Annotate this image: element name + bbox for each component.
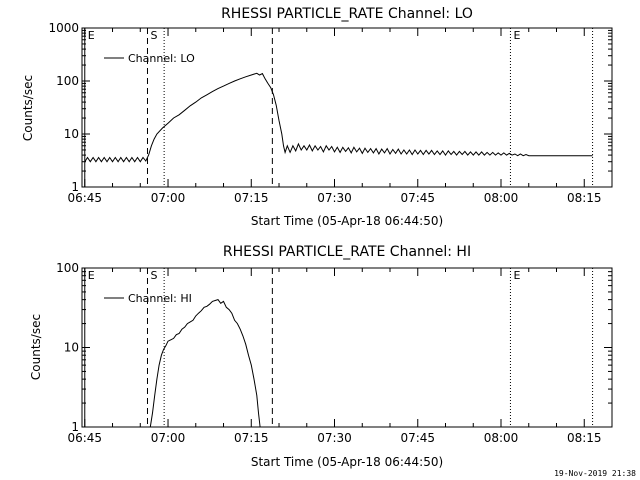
panel-lo: RHESSI PARTICLE_RATE Channel: LO Start T… [21, 6, 613, 228]
x-tick-label: 06:45 [67, 431, 102, 445]
marker-label: E [513, 29, 520, 42]
x-tick-label: 08:15 [567, 191, 602, 205]
y-tick-label: 1000 [48, 21, 79, 35]
y-tick-label: 10 [64, 341, 79, 355]
x-tick-label: 07:15 [234, 431, 269, 445]
y-axis-label: Counts/sec [29, 314, 43, 380]
y-tick-label: 1 [71, 420, 79, 434]
x-tick-label: 08:15 [567, 431, 602, 445]
x-tick-label: 06:45 [67, 191, 102, 205]
y-axis-label: Counts/sec [21, 75, 35, 141]
legend-label: Channel: HI [128, 292, 192, 305]
x-tick-label: 08:00 [484, 191, 519, 205]
legend-label: Channel: LO [128, 52, 195, 65]
x-tick-label: 07:00 [151, 431, 186, 445]
x-tick-label: 07:45 [400, 191, 435, 205]
y-tick-label: 1 [71, 180, 79, 194]
x-tick-label: 07:30 [317, 191, 352, 205]
panel-hi: RHESSI PARTICLE_RATE Channel: HI Start T… [29, 244, 613, 469]
series-line [84, 72, 593, 163]
timestamp: 19-Nov-2019 21:38 [554, 469, 636, 478]
x-tick-label: 07:30 [317, 431, 352, 445]
x-tick-label: 08:00 [484, 431, 519, 445]
y-tick-label: 10 [64, 127, 79, 141]
marker-label: E [88, 269, 95, 282]
chart-title: RHESSI PARTICLE_RATE Channel: HI [223, 244, 471, 260]
marker-label: S [150, 29, 157, 42]
marker-label: E [513, 269, 520, 282]
y-tick-label: 100 [56, 261, 79, 275]
marker-label: E [88, 29, 95, 42]
x-tick-label: 07:15 [234, 191, 269, 205]
x-tick-label: 07:00 [151, 191, 186, 205]
marker-label: S [150, 269, 157, 282]
x-tick-label: 07:45 [400, 431, 435, 445]
plot-frame [81, 27, 613, 188]
y-tick-label: 100 [56, 74, 79, 88]
x-axis-label: Start Time (05-Apr-18 06:44:50) [251, 214, 443, 228]
series-line [149, 299, 261, 428]
x-axis-label: Start Time (05-Apr-18 06:44:50) [251, 455, 443, 469]
chart-title: RHESSI PARTICLE_RATE Channel: LO [221, 6, 473, 22]
